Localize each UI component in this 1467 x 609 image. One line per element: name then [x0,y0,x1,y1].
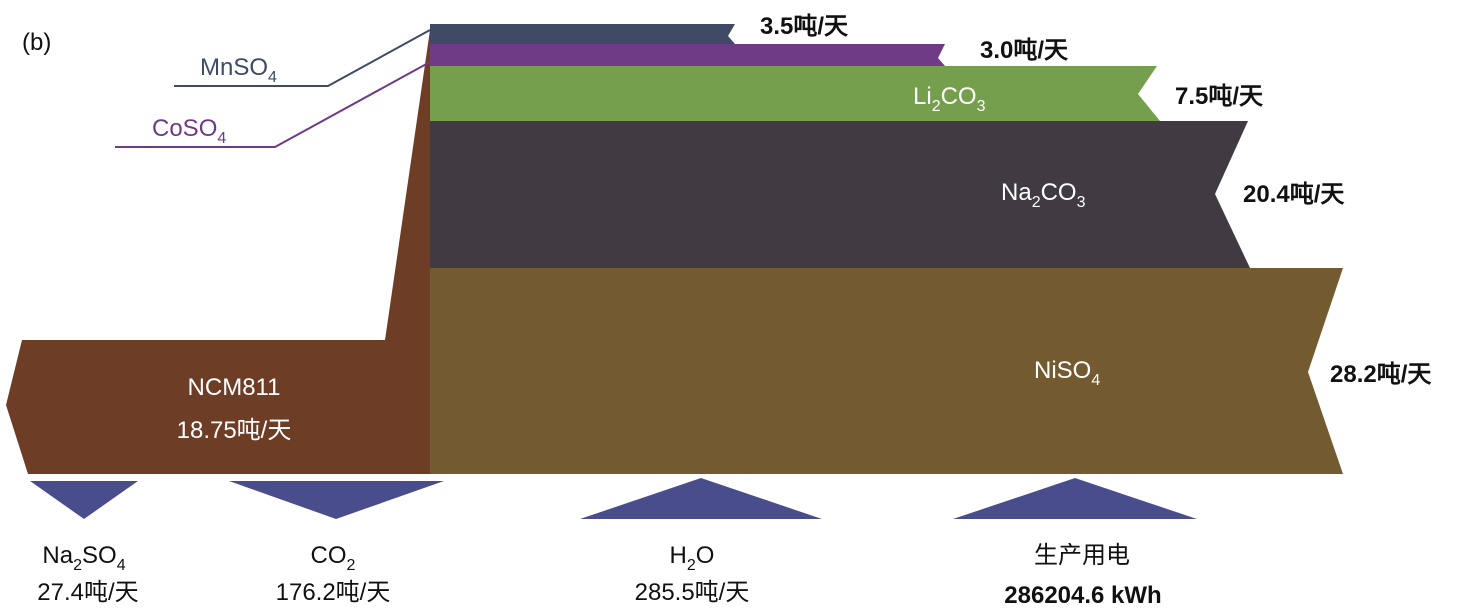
mnso4-label: MnSO4 [200,54,277,86]
mnso4-rate: 3.5吨/天 [760,13,848,40]
li2co3-rate: 7.5吨/天 [1175,83,1263,110]
h2o-label: H2O [670,542,715,574]
na2so4-byproduct-triangle [30,481,138,519]
na2co3-flow-band [430,121,1250,268]
niso4-label: NiSO4 [1034,357,1100,389]
niso4-rate: 28.2吨/天 [1330,361,1431,388]
li2co3-label: Li2CO3 [913,83,986,115]
mnso4-flow-band [430,24,735,44]
coso4-rate: 3.0吨/天 [980,37,1068,64]
na2so4-rate: 27.4吨/天 [37,579,138,606]
co2-label: CO2 [311,542,356,574]
power-label: 生产用电 [1034,542,1130,569]
coso4-flow-band [430,44,945,66]
coso4-label: CoSO4 [152,115,226,147]
na2co3-rate: 20.4吨/天 [1243,181,1344,208]
co2-byproduct-triangle [229,481,444,519]
ncm811-flow [6,30,430,474]
mnso4-leader-line [174,29,431,87]
ncm811-label: NCM811 [188,374,281,401]
coso4-leader-line [115,61,431,148]
co2-rate: 176.2吨/天 [276,579,391,606]
na2so4-label: Na2SO4 [42,542,125,574]
niso4-flow-band [430,268,1343,474]
panel-label: (b) [22,29,51,56]
na2co3-label: Na2CO3 [1001,179,1086,211]
power-input-triangle [953,478,1197,519]
h2o-rate: 285.5吨/天 [635,579,750,606]
li2co3-flow-band [430,66,1160,121]
ncm811-rate: 18.75吨/天 [177,417,292,444]
h2o-input-triangle [580,478,822,519]
power-rate: 286204.6 kWh [1004,582,1161,609]
